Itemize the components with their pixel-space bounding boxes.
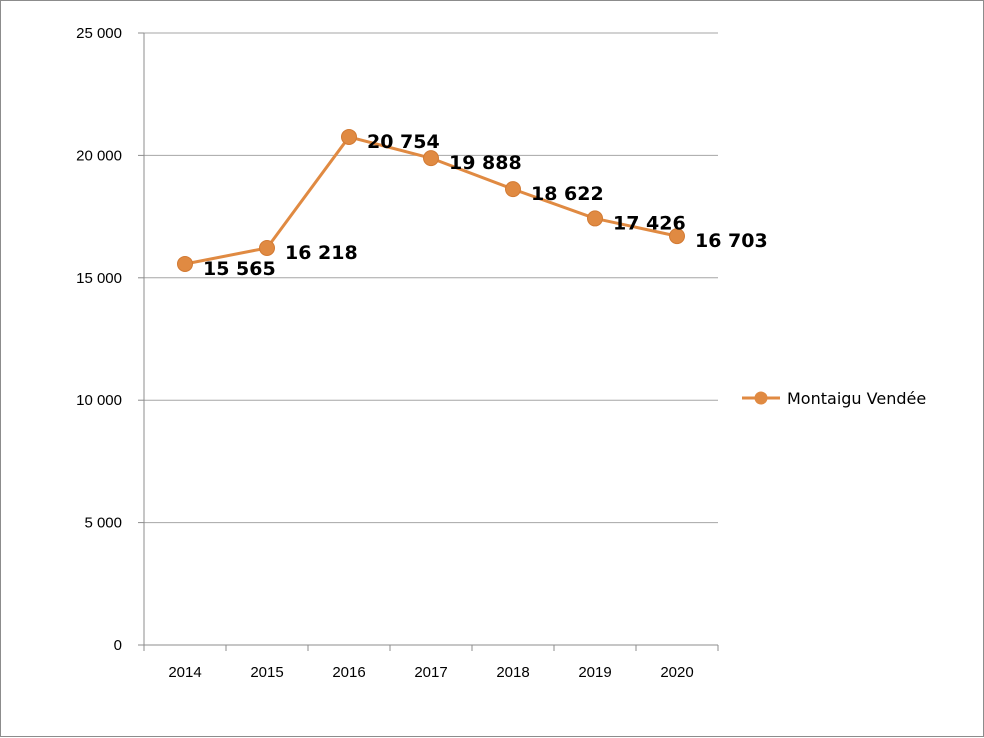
data-point [423,150,439,167]
data-label: 17 426 [613,212,686,234]
legend: Montaigu Vendée [742,389,926,408]
data-point [505,181,521,198]
data-label: 15 565 [203,258,276,280]
legend-entry-montaigu-vendee: Montaigu Vendée [787,389,926,408]
legend-dot-marker [754,391,768,405]
data-point [341,128,357,145]
y-tick-label: 20 000 [76,147,122,164]
data-label: 19 888 [449,152,522,174]
data-label: 18 622 [531,183,604,205]
x-tick-label: 2017 [414,664,447,681]
data-point [587,210,603,227]
y-tick-label: 10 000 [76,392,122,409]
data-label: 16 218 [285,242,358,264]
x-tick-label: 2014 [168,664,201,681]
y-tick-labels: 0 5 000 10 000 15 000 20 000 25 000 [76,25,122,654]
x-tick-label: 2015 [250,664,283,681]
data-label: 16 703 [695,230,768,252]
data-point [177,255,193,272]
y-tick-label: 25 000 [76,25,122,42]
x-tick-label: 2018 [496,664,529,681]
x-tick-labels: 2014 2015 2016 2017 2018 2019 2020 [168,664,693,681]
x-tick-label: 2016 [332,664,365,681]
y-tick-label: 15 000 [76,270,122,287]
series-montaigu-vendee [177,128,685,272]
gridlines [144,32,718,524]
data-label: 20 754 [367,131,440,153]
data-point [669,228,685,245]
axes [138,32,719,651]
data-point [259,239,275,256]
x-tick-label: 2019 [578,664,611,681]
x-tick-label: 2020 [660,664,693,681]
data-labels: 15 565 16 218 20 754 19 888 18 622 17 426 16 7… [203,131,768,280]
y-tick-label: 5 000 [84,515,122,532]
y-tick-label: 0 [114,637,122,654]
